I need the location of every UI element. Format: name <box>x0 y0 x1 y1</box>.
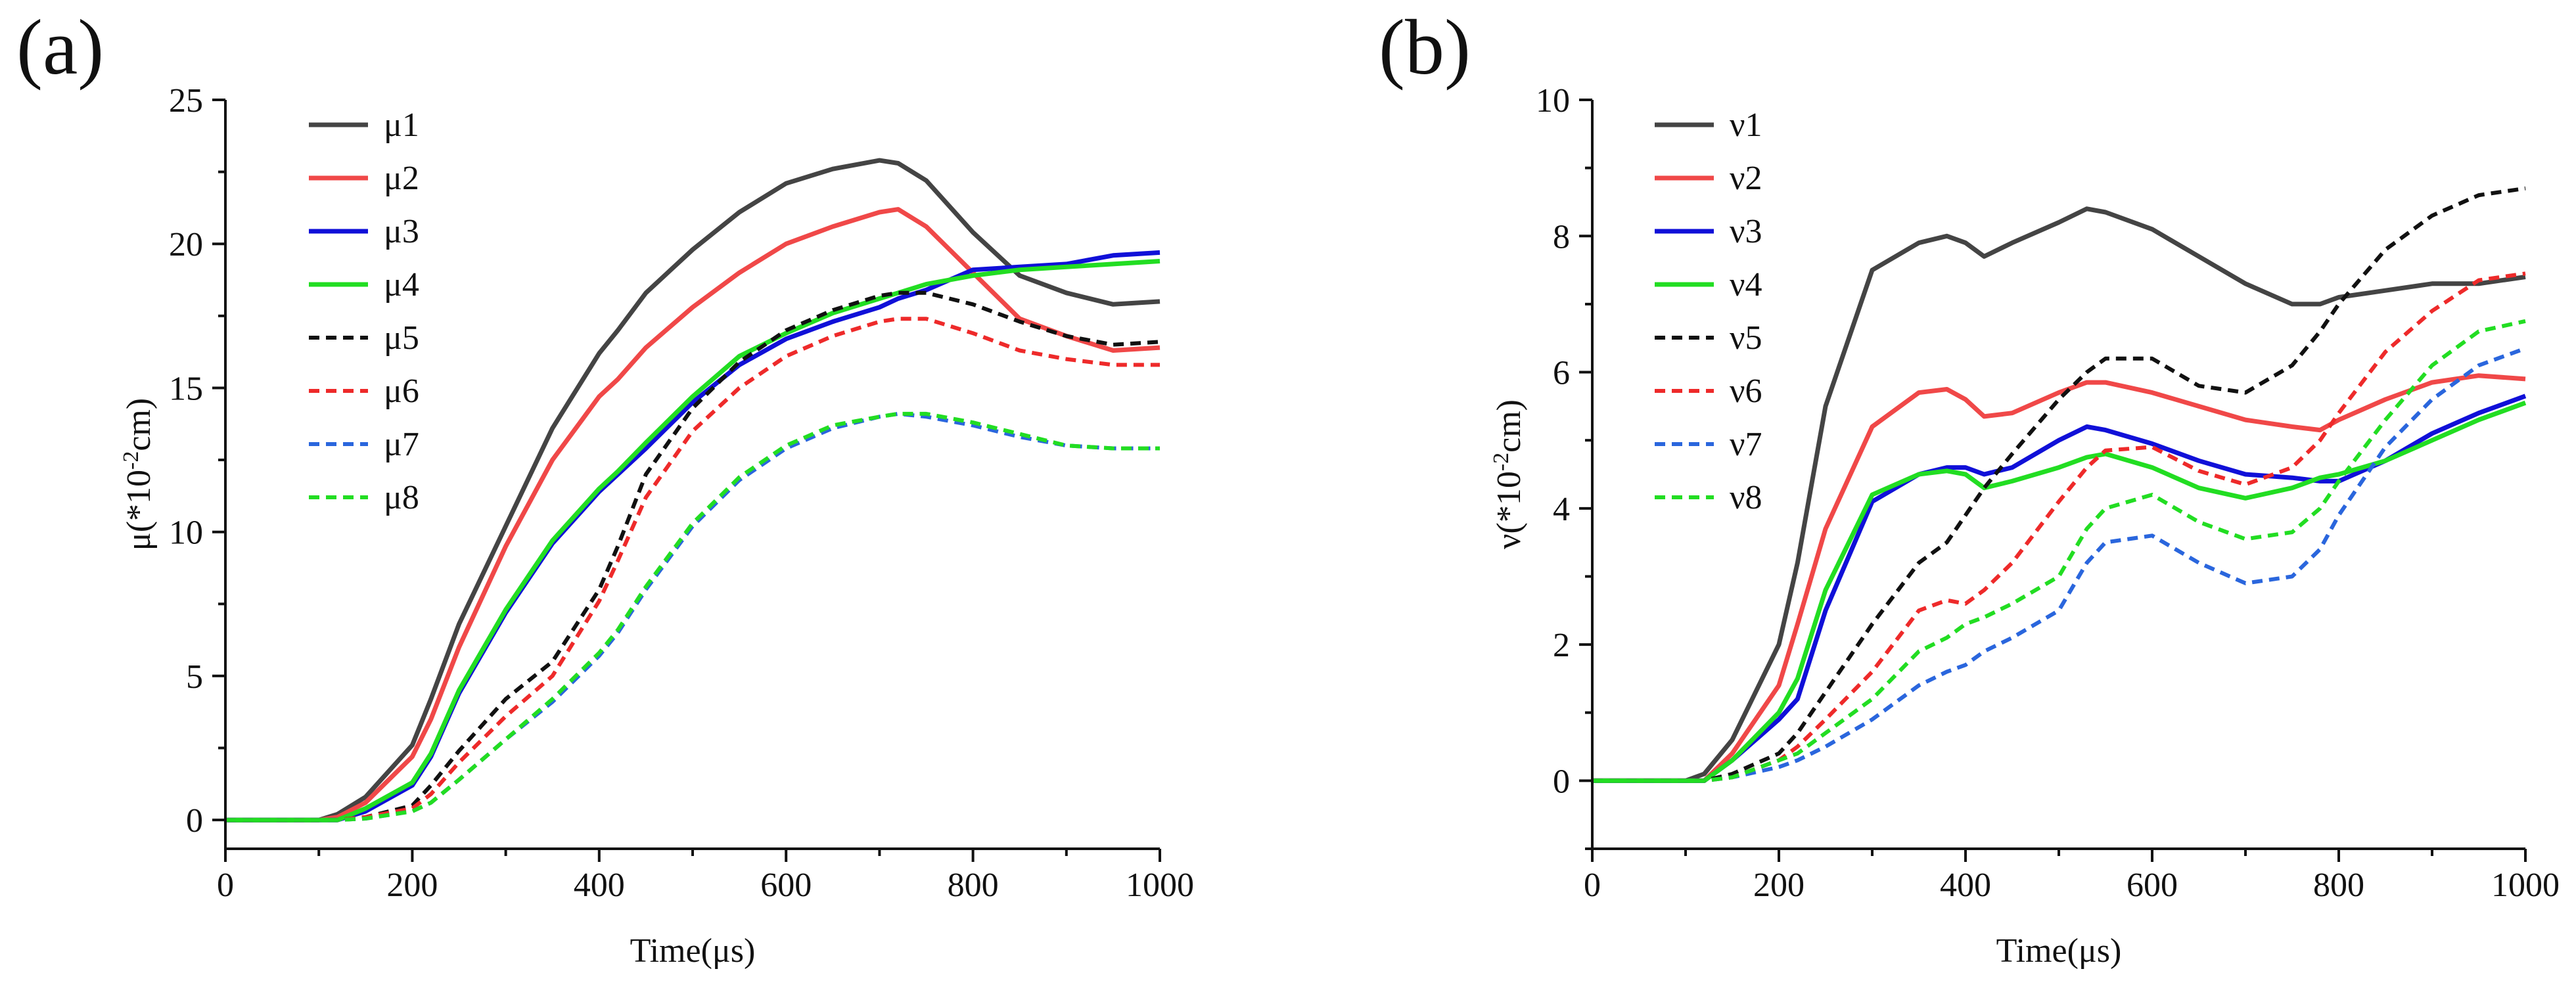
x-tick-label-a: 200 <box>386 867 438 904</box>
y-axis-title-sup-a: -2 <box>119 451 143 470</box>
x-tick-label-b: 600 <box>2127 867 2178 904</box>
y-axis-title-tail-a: cm) <box>120 398 158 451</box>
legend-label-b-4: ν4 <box>1730 266 1762 304</box>
y-tick-label-b: 0 <box>1553 763 1570 800</box>
x-tick-label-b: 800 <box>2313 867 2364 904</box>
legend-label-a-5: μ5 <box>384 319 419 357</box>
series-line-b-8 <box>1592 319 2526 783</box>
series-line-a-8 <box>225 411 1160 823</box>
y-tick-label-a: 0 <box>186 802 203 840</box>
legend-label-a-6: μ6 <box>384 372 419 410</box>
x-tick-label-b: 200 <box>1753 867 1805 904</box>
y-tick-label-b: 4 <box>1553 491 1570 528</box>
series-line-a-4 <box>225 259 1161 823</box>
y-axis-title-b: ν(*10-2cm) <box>1489 399 1529 549</box>
y-tick-label-b: 10 <box>1536 82 1570 120</box>
y-axis-title-a: μ(*10-2cm) <box>119 398 158 551</box>
legend-b: ν1 ν2 ν3 ν4 ν5 ν6 ν7 ν8 <box>1655 106 1762 516</box>
x-tick-label-a: 800 <box>948 867 999 904</box>
legend-label-b-1: ν1 <box>1730 106 1762 144</box>
legend-label-b-8: ν8 <box>1730 479 1762 516</box>
series-line-a-3 <box>225 250 1161 823</box>
x-tick-label-b: 1000 <box>2491 867 2560 904</box>
y-tick-label-b: 6 <box>1553 355 1570 392</box>
y-tick-label-a: 25 <box>169 82 203 120</box>
y-tick-label-a: 10 <box>169 514 203 552</box>
legend-label-a-8: μ8 <box>384 479 419 516</box>
legend-label-a-1: μ1 <box>384 106 419 144</box>
y-axis-title-main-a: μ(*10 <box>120 470 158 551</box>
panel-label-b: (b) <box>1379 3 1471 91</box>
y-axis-title-tail-b: cm) <box>1490 399 1528 453</box>
legend-label-b-7: ν7 <box>1730 426 1762 463</box>
legend-label-b-5: ν5 <box>1730 319 1762 357</box>
x-tick-label-a: 600 <box>760 867 812 904</box>
series-line-b-4 <box>1592 400 2527 783</box>
legend-label-a-4: μ4 <box>384 266 419 304</box>
x-tick-label-b: 400 <box>1940 867 1991 904</box>
panel-label-a: (a) <box>16 3 104 91</box>
series-line-a-5 <box>225 290 1161 823</box>
legend-label-b-3: ν3 <box>1730 213 1762 250</box>
y-tick-label-b: 8 <box>1553 218 1570 256</box>
x-axis-title-a: Time(μs) <box>630 932 756 970</box>
legend-a: μ1 μ2 μ3 μ4 μ5 μ6 μ7 μ8 <box>309 106 419 516</box>
x-tick-label-b: 0 <box>1584 867 1601 904</box>
legend-label-a-2: μ2 <box>384 160 419 197</box>
y-tick-label-b: 2 <box>1553 627 1570 664</box>
x-tick-label-a: 0 <box>217 867 234 904</box>
x-tick-label-a: 1000 <box>1126 867 1194 904</box>
y-tick-label-a: 15 <box>169 370 203 407</box>
y-tick-label-a: 20 <box>169 226 203 263</box>
x-tick-label-a: 400 <box>574 867 625 904</box>
series-line-b-1 <box>1592 206 2526 783</box>
series-line-b-7 <box>1592 346 2527 783</box>
y-axis-title-main-b: ν(*10 <box>1490 471 1528 549</box>
panel-b-chart: (b) 0 200 400 600 800 1000 0 2 4 6 8 10 Time(μs) ν(*10… <box>1379 3 2560 970</box>
legend-label-b-2: ν2 <box>1730 160 1762 197</box>
series-line-a-2 <box>225 207 1161 823</box>
x-axis-title-b: Time(μs) <box>1996 932 2122 970</box>
y-axis-title-sup-b: -2 <box>1489 453 1513 471</box>
legend-label-a-3: μ3 <box>384 213 419 250</box>
series-line-a-1 <box>225 158 1161 823</box>
legend-label-b-6: ν6 <box>1730 372 1762 410</box>
panel-a-chart: (a) 0 200 400 600 800 1000 0 5 10 15 20 25 Time(μs) μ(… <box>16 3 1194 970</box>
y-tick-label-a: 5 <box>186 658 203 696</box>
series-line-a-7 <box>225 411 1160 823</box>
series-line-b-5 <box>1592 186 2526 783</box>
legend-label-a-7: μ7 <box>384 426 419 463</box>
